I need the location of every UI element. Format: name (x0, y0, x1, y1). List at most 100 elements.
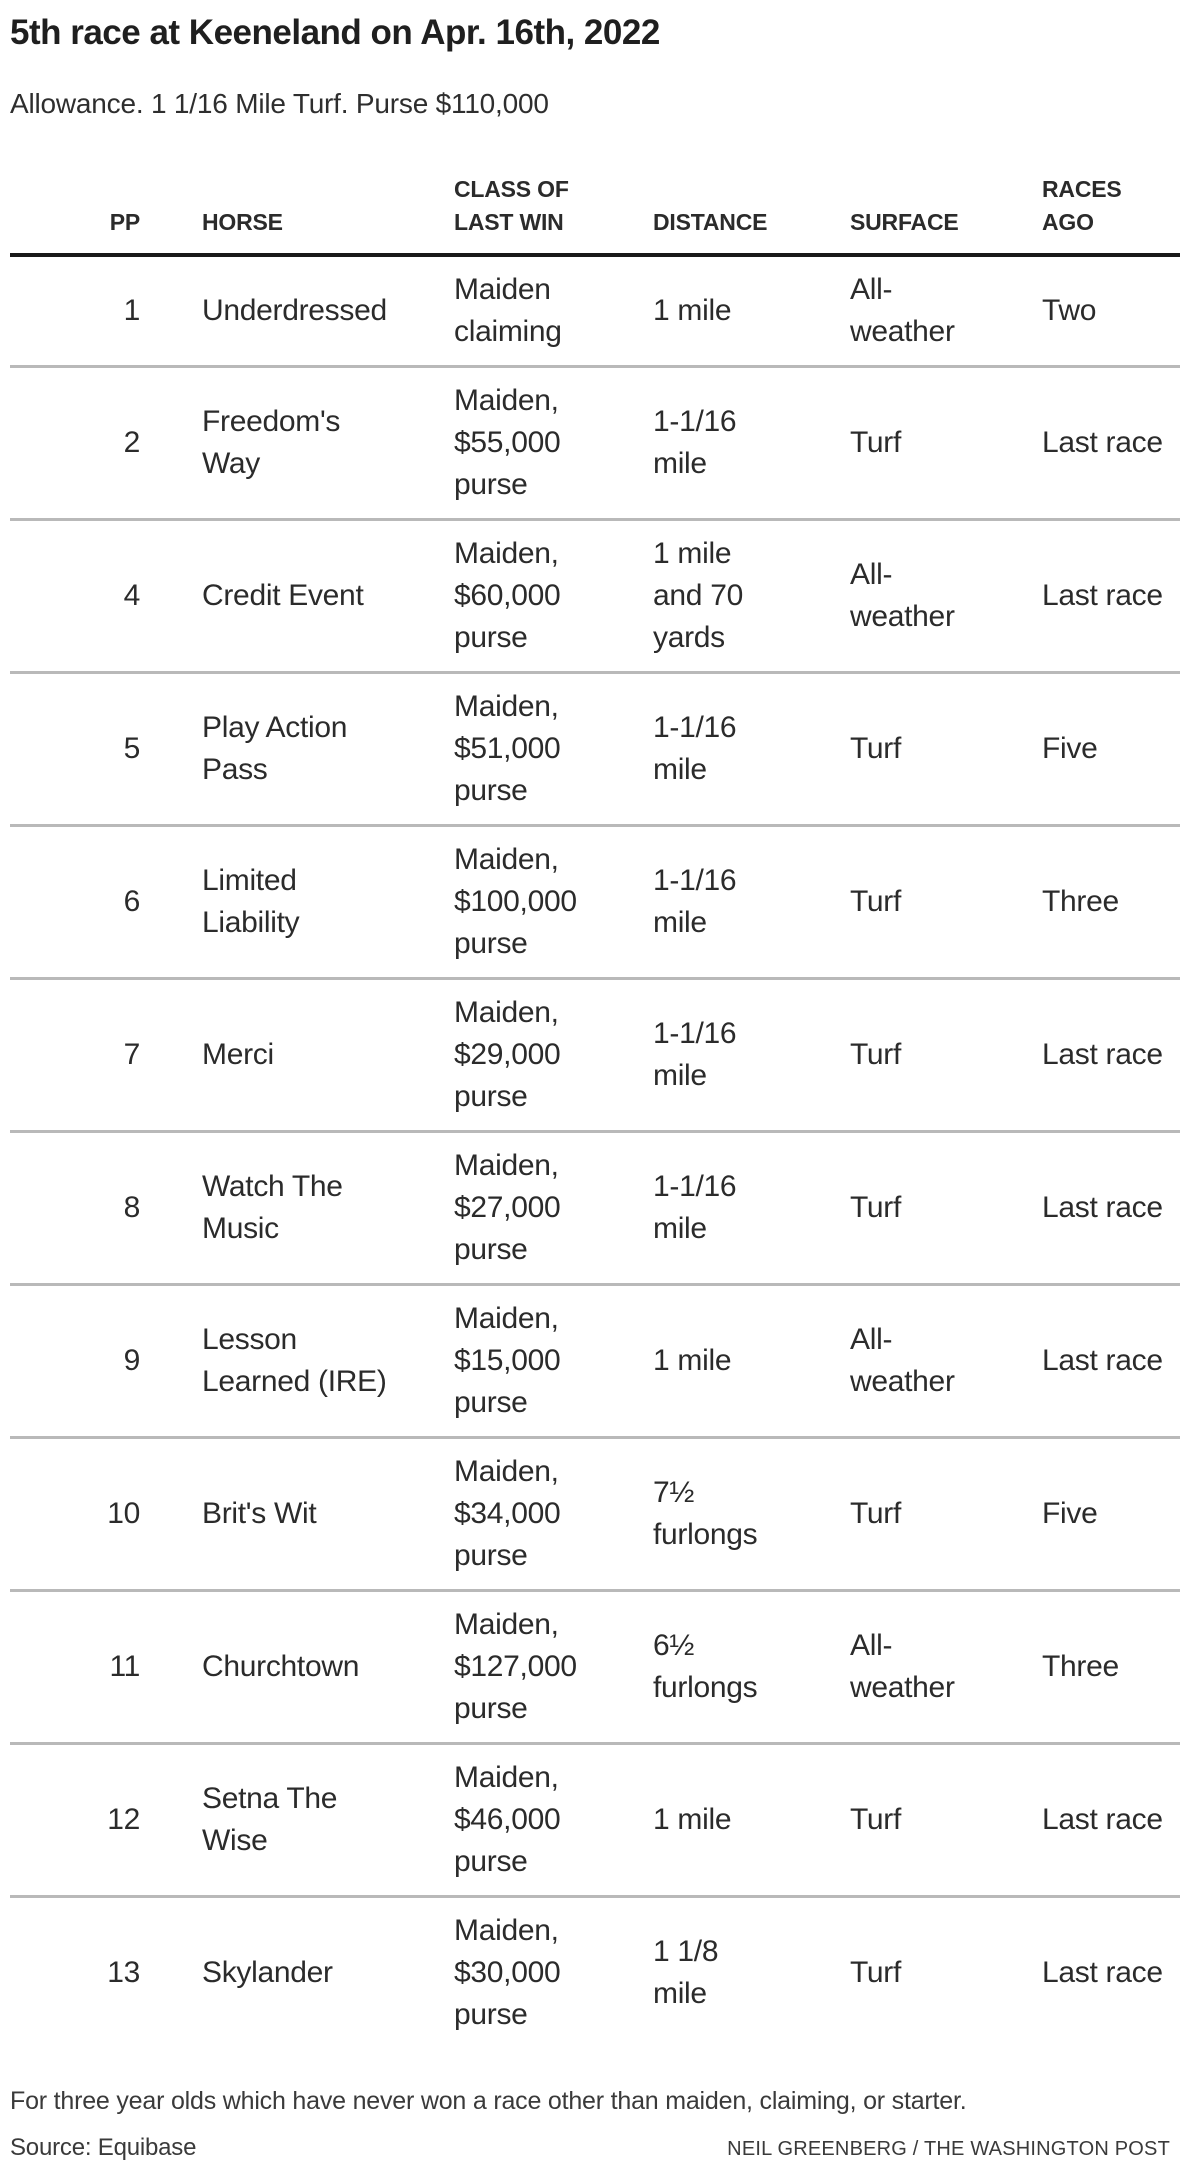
cell-pp: 4 (10, 575, 202, 617)
cell-horse: Skylander (202, 1952, 454, 1994)
cell-surface: Turf (850, 422, 1042, 464)
table-row: 11 Churchtown Maiden, $127,000 purse 6½ furlon… (10, 1592, 1180, 1745)
cell-surface: Turf (850, 728, 1042, 770)
cell-line: Turf (850, 1497, 902, 1530)
cell-line: Maiden, (454, 1761, 559, 1794)
cell-races_ago: Two (1042, 290, 1180, 332)
cell-line: purse (454, 1998, 528, 2031)
table-row: 6 Limited Liability Maiden, $100,000 purse 1-1… (10, 827, 1180, 980)
cell-distance: 7½ furlongs (653, 1472, 850, 1556)
cell-class_of_last_win: Maiden claiming (454, 269, 653, 353)
cell-races_ago: Last race (1042, 1799, 1180, 1841)
cell-class_of_last_win: Maiden, $29,000 purse (454, 992, 653, 1118)
table-body: 1 Underdressed Maiden claiming 1 mile All-wea… (10, 257, 1180, 2048)
cell-line: PP (109, 209, 140, 235)
cell-line: LAST WIN (454, 209, 564, 235)
cell-horse: Merci (202, 1034, 454, 1076)
cell-line: Learned (IRE) (202, 1365, 387, 1398)
cell-line: $100,000 (454, 885, 577, 918)
cell-class_of_last_win: Maiden, $60,000 purse (454, 533, 653, 659)
cell-line: 5 (123, 732, 141, 765)
cell-line: Wise (202, 1824, 268, 1857)
cell-line: and 70 (653, 579, 743, 612)
cell-line: furlongs (653, 1671, 758, 1704)
header-cell-races_ago: RACES AGO (1042, 173, 1180, 239)
table-row: 13 Skylander Maiden, $30,000 purse 1 1/8 mile T… (10, 1898, 1180, 2048)
cell-surface: Turf (850, 1952, 1042, 1994)
cell-pp: 5 (10, 728, 202, 770)
cell-class_of_last_win: Maiden, $15,000 purse (454, 1298, 653, 1424)
cell-class_of_last_win: Maiden, $30,000 purse (454, 1910, 653, 2036)
cell-line: RACES AGO (1042, 176, 1122, 235)
cell-line: Way (202, 447, 260, 480)
cell-line: $27,000 (454, 1191, 561, 1224)
cell-line: Turf (850, 426, 902, 459)
cell-distance: 6½ furlongs (653, 1625, 850, 1709)
cell-line: All- (850, 1323, 893, 1356)
header-cell-distance: DISTANCE (653, 206, 850, 239)
cell-races_ago: Last race (1042, 1340, 1180, 1382)
cell-line: 1-1/16 (653, 405, 737, 438)
cell-line: Limited (202, 864, 297, 897)
cell-line: Churchtown (202, 1650, 360, 1683)
cell-pp: 7 (10, 1034, 202, 1076)
cell-line: Maiden, (454, 1149, 559, 1182)
cell-surface: All-weather (850, 269, 1042, 353)
cell-line: All- (850, 1629, 893, 1662)
cell-distance: 1-1/16 mile (653, 860, 850, 944)
cell-distance: 1-1/16 mile (653, 1013, 850, 1097)
cell-line: Skylander (202, 1956, 333, 1989)
cell-line: purse (454, 1845, 528, 1878)
cell-surface: All-weather (850, 554, 1042, 638)
cell-line: weather (850, 1365, 955, 1398)
cell-pp: 9 (10, 1340, 202, 1382)
cell-line: mile (653, 1212, 707, 1245)
header-cell-surface: SURFACE (850, 206, 1042, 239)
cell-horse: Watch The Music (202, 1166, 454, 1250)
cell-line: yards (653, 621, 725, 654)
cell-line: purse (454, 621, 528, 654)
source-row: Source: Equibase NEIL GREENBERG / THE WA… (10, 2134, 1180, 2162)
cell-horse: Credit Event (202, 575, 454, 617)
cell-line: purse (454, 1692, 528, 1725)
cell-line: Turf (850, 1191, 902, 1224)
cell-pp: 11 (10, 1646, 202, 1688)
source-label: Source: Equibase (10, 2134, 197, 2161)
cell-line: purse (454, 774, 528, 807)
cell-surface: Turf (850, 1187, 1042, 1229)
cell-line: HORSE (202, 209, 283, 235)
cell-distance: 1 mile (653, 1340, 850, 1382)
cell-horse: Underdressed (202, 290, 454, 332)
cell-line: Maiden, (454, 690, 559, 723)
cell-line: purse (454, 1233, 528, 1266)
cell-line: mile (653, 447, 707, 480)
cell-line: purse (454, 468, 528, 501)
cell-line: purse (454, 1080, 528, 1113)
cell-line: 1 mile (653, 1803, 732, 1836)
cell-line: mile (653, 1059, 707, 1092)
cell-line: 12 (107, 1803, 140, 1836)
table-row: 8 Watch The Music Maiden, $27,000 purse 1-1/16… (10, 1133, 1180, 1286)
cell-line: Last race (1042, 1803, 1163, 1836)
cell-class_of_last_win: Maiden, $100,000 purse (454, 839, 653, 965)
page-subtitle: Allowance. 1 1/16 Mile Turf. Purse $110,… (10, 88, 549, 119)
cell-horse: Setna The Wise (202, 1778, 454, 1862)
cell-line: 1 mile (653, 294, 732, 327)
cell-line: 4 (123, 579, 141, 612)
cell-pp: 2 (10, 422, 202, 464)
cell-races_ago: Three (1042, 881, 1180, 923)
cell-horse: Play Action Pass (202, 707, 454, 791)
cell-line: Maiden, (454, 384, 559, 417)
cell-surface: All-weather (850, 1319, 1042, 1403)
page-title: 5th race at Keeneland on Apr. 16th, 2022 (10, 13, 660, 52)
cell-line: SURFACE (850, 209, 959, 235)
cell-races_ago: Five (1042, 1493, 1180, 1535)
cell-distance: 1 mile and 70 yards (653, 533, 850, 659)
cell-races_ago: Three (1042, 1646, 1180, 1688)
cell-line: Five (1042, 732, 1098, 765)
cell-line: Turf (850, 1038, 902, 1071)
cell-line: Three (1042, 1650, 1119, 1683)
cell-surface: Turf (850, 1493, 1042, 1535)
cell-surface: Turf (850, 1799, 1042, 1841)
cell-line: All- (850, 273, 893, 306)
